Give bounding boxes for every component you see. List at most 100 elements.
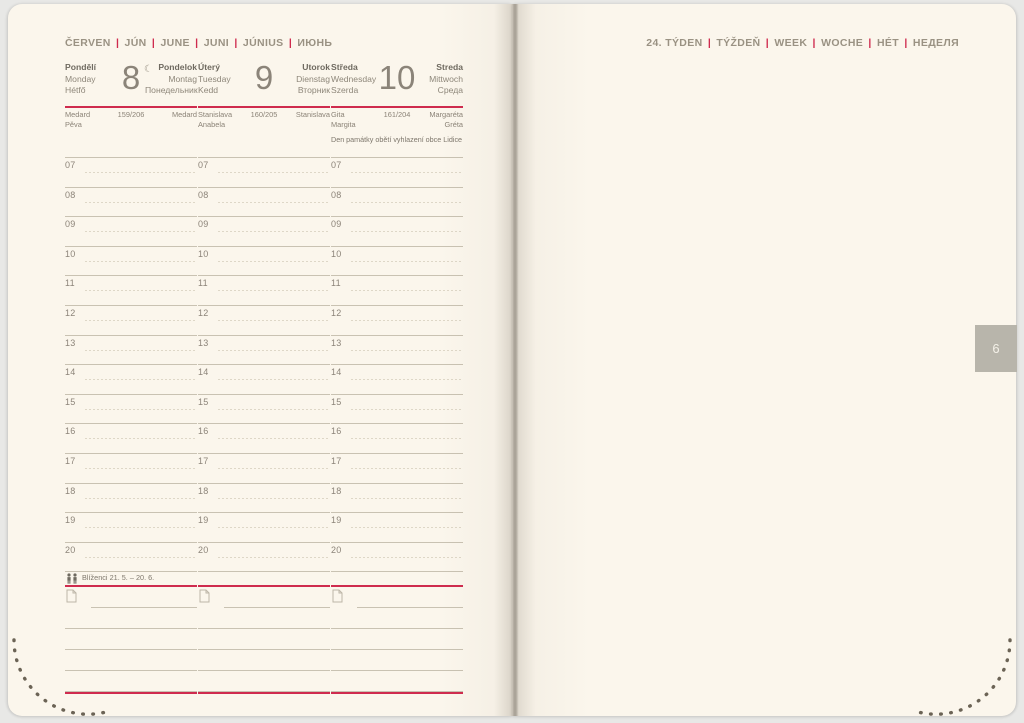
day-column-wednesday[interactable]: Středa Wednesday Szerda 10 Streda Mittwoch Сре… [331, 59, 463, 694]
note-line[interactable] [65, 650, 197, 671]
hour-row[interactable]: 09 [65, 216, 197, 246]
hour-line [198, 216, 330, 218]
note-line[interactable] [198, 671, 330, 692]
hour-row[interactable]: 17 [198, 453, 330, 483]
hour-row[interactable]: 19 [331, 512, 463, 542]
hour-row[interactable]: 10 [331, 245, 463, 276]
hour-row[interactable]: 11 [65, 275, 197, 305]
hour-label: 19 [331, 515, 342, 526]
day-name-hu: Szerda [331, 85, 359, 96]
week-header: 24. TÝDEN | TÝŽDEŇ | WEEK | WOCHE | HÉT … [646, 37, 959, 49]
hour-row[interactable]: 20 [331, 541, 463, 572]
day-names-left: Úterý Tuesday Kedd [198, 62, 250, 97]
day-names-right: Pondelok Montag Понедельник [145, 62, 198, 97]
hour-row[interactable]: 07 [65, 157, 197, 187]
note-page-icon [66, 589, 77, 603]
hour-row[interactable]: 13 [331, 334, 463, 365]
hour-row[interactable]: 17 [65, 453, 197, 483]
hour-row[interactable]: 08 [65, 186, 197, 217]
note-line[interactable] [65, 608, 197, 629]
hour-label: 08 [65, 189, 76, 200]
zodiac-row [331, 571, 463, 585]
hour-row[interactable]: 19 [198, 512, 330, 542]
hour-row[interactable]: 15 [65, 393, 197, 424]
hour-label: 20 [331, 544, 342, 555]
hour-row[interactable]: 18 [65, 482, 197, 513]
day-names-right: Streda Mittwoch Среда [411, 62, 463, 97]
week-label-sk: TÝŽDEŇ [716, 37, 761, 49]
hour-row[interactable]: 20 [198, 541, 330, 572]
hour-line [331, 571, 463, 573]
nameday-row: Stanislava Anabela 160/205 Stanislava [198, 110, 330, 132]
hour-row[interactable]: 16 [198, 423, 330, 453]
hour-line [331, 216, 463, 218]
hour-row[interactable]: 17 [331, 453, 463, 483]
notes-block[interactable] [331, 587, 463, 692]
notes-block[interactable] [65, 587, 197, 692]
hour-row[interactable]: 13 [198, 334, 330, 365]
note-line[interactable] [331, 650, 463, 671]
note-line[interactable] [65, 671, 197, 692]
hour-row[interactable]: 11 [331, 275, 463, 305]
month-name-hu: JÚNIUS [242, 37, 284, 49]
note-line[interactable] [198, 608, 330, 629]
hour-row[interactable]: 18 [198, 482, 330, 513]
hour-row[interactable]: 08 [331, 186, 463, 217]
hour-row[interactable]: 16 [65, 423, 197, 453]
hour-label: 13 [331, 337, 342, 348]
hour-row[interactable]: 14 [198, 364, 330, 394]
hour-row[interactable]: 07 [198, 157, 330, 187]
day-column-monday[interactable]: Pondělí Monday Hétfő 8 ☾ Pondelok Montag Понеде… [65, 59, 198, 694]
half-hour-line [85, 527, 197, 529]
week-label-ru: НЕДЕЛЯ [912, 37, 959, 49]
note-line[interactable] [331, 671, 463, 692]
note-line[interactable] [331, 608, 463, 629]
hour-row[interactable]: 10 [198, 245, 330, 276]
note-line[interactable] [65, 587, 197, 608]
hour-row[interactable]: 16 [331, 423, 463, 453]
hour-row[interactable]: 15 [198, 393, 330, 424]
hour-row[interactable]: 12 [331, 305, 463, 335]
notes-block[interactable] [198, 587, 330, 692]
hour-row[interactable]: 08 [198, 186, 330, 217]
hour-line [198, 541, 330, 543]
hour-label: 11 [331, 278, 341, 289]
day-column-tuesday[interactable]: Úterý Tuesday Kedd 9 Utorok Dienstag Вторник St… [198, 59, 330, 694]
hour-row[interactable]: 10 [65, 245, 197, 276]
hour-row[interactable]: 18 [331, 482, 463, 513]
note-line[interactable] [198, 650, 330, 671]
half-hour-line [85, 497, 197, 499]
hour-line [65, 186, 197, 188]
perforation-arc-right [916, 638, 1012, 716]
hour-row[interactable]: 19 [65, 512, 197, 542]
note-line[interactable] [65, 629, 197, 650]
half-hour-line [351, 556, 463, 558]
hour-line [331, 512, 463, 514]
hour-row[interactable]: 11 [198, 275, 330, 305]
hour-line [198, 512, 330, 514]
note-line[interactable] [198, 587, 330, 608]
note-line[interactable] [198, 629, 330, 650]
week-label-de: WOCHE [821, 37, 864, 49]
hour-line [65, 305, 197, 307]
hour-row[interactable]: 07 [331, 157, 463, 187]
hour-row[interactable]: 09 [331, 216, 463, 246]
hour-row[interactable]: 15 [331, 393, 463, 424]
hour-row[interactable]: 20 [65, 541, 197, 572]
hour-label: 07 [331, 160, 342, 171]
hour-label: 15 [198, 396, 209, 407]
hour-row[interactable]: 12 [198, 305, 330, 335]
note-line[interactable] [331, 587, 463, 608]
day-date-number: 10 [378, 59, 416, 96]
note-rule [198, 670, 330, 671]
hour-row[interactable]: 09 [198, 216, 330, 246]
month-tab-6[interactable]: 6 [975, 325, 1017, 372]
hour-row[interactable]: 14 [65, 364, 197, 394]
hour-row[interactable]: 14 [331, 364, 463, 394]
note-line[interactable] [331, 629, 463, 650]
hour-line [198, 245, 330, 247]
hour-row[interactable]: 13 [65, 334, 197, 365]
hour-row[interactable]: 12 [65, 305, 197, 335]
day-name-de: Montag [168, 73, 197, 84]
note-rule [357, 607, 463, 608]
